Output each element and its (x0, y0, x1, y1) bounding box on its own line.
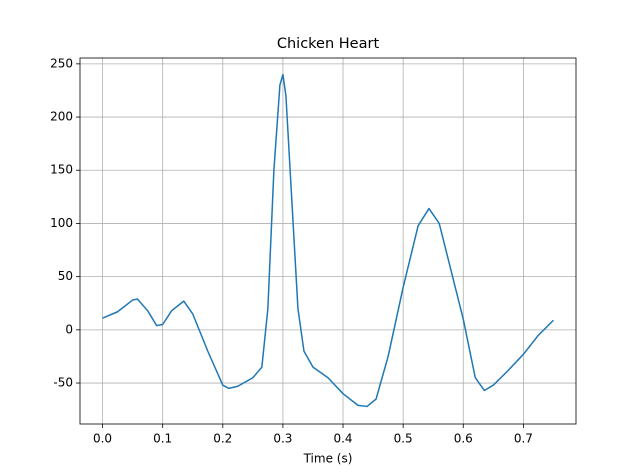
y-tick-label: -50 (53, 376, 73, 390)
x-tick-label: 0.3 (273, 432, 292, 446)
x-tick-label: 0.2 (213, 432, 232, 446)
y-tick-label: 50 (58, 269, 73, 283)
y-tick-label: 250 (50, 56, 73, 70)
y-tick-label: 100 (50, 216, 73, 230)
plot-frame (79, 57, 577, 425)
y-tick-label: 0 (65, 322, 73, 336)
x-tick-label: 0.5 (394, 432, 413, 446)
x-axis-label: Time (s) (303, 452, 353, 466)
y-tick-label: 150 (50, 163, 73, 177)
x-tick-label: 0.7 (514, 432, 533, 446)
x-tick-label: 0.4 (333, 432, 352, 446)
x-tick-label: 0.0 (93, 432, 112, 446)
x-tick-label: 0.6 (454, 432, 473, 446)
data-line (102, 73, 554, 408)
chart-title: Chicken Heart (277, 36, 380, 52)
y-tick-label: 200 (50, 110, 73, 124)
x-tick-label: 0.1 (153, 432, 172, 446)
